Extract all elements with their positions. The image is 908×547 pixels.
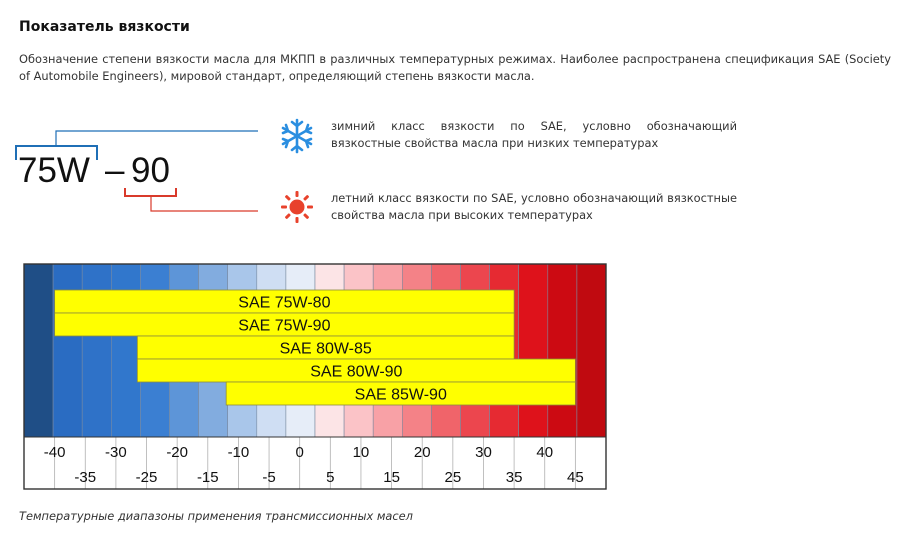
range-bar-label: SAE 75W-90 xyxy=(238,318,330,335)
lower-tick-label: 45 xyxy=(567,469,584,486)
figure-caption: Температурные диапазоны применения транс… xyxy=(19,509,413,523)
lower-tick-label: 5 xyxy=(326,469,334,486)
sun-icon xyxy=(280,190,314,228)
range-bar xyxy=(225,381,576,406)
upper-tick-label: -30 xyxy=(105,444,127,461)
upper-tick-label: 40 xyxy=(536,444,553,461)
temperature-band xyxy=(576,263,607,438)
range-bar-label: SAE 80W-85 xyxy=(280,341,372,358)
temperature-band xyxy=(518,263,549,438)
temperature-band xyxy=(23,263,54,438)
lower-tick-label: -5 xyxy=(262,469,275,486)
range-bar-label: SAE 85W-90 xyxy=(355,387,447,404)
summer-grade-text: 90 xyxy=(131,151,170,190)
summer-grade-description: летний класс вязкости по SAE, условно об… xyxy=(331,191,737,222)
upper-tick-label: 10 xyxy=(353,444,370,461)
lower-tick-label: -25 xyxy=(136,469,158,486)
lower-tick-label: 15 xyxy=(383,469,400,486)
scale-area xyxy=(24,437,606,489)
upper-tick-label: -40 xyxy=(44,444,66,461)
lower-tick-label: 35 xyxy=(506,469,523,486)
winter-connector-line xyxy=(55,130,258,146)
grade-dash: – xyxy=(105,151,125,190)
lower-tick-label: 25 xyxy=(444,469,461,486)
intro-paragraph: Обозначение степени вязкости масла для М… xyxy=(19,52,891,83)
page-title: Показатель вязкости xyxy=(19,19,190,35)
lower-tick-label: -35 xyxy=(74,469,96,486)
summer-connector-line xyxy=(150,196,258,212)
winter-grade-text: 75W xyxy=(18,151,90,190)
range-bar-label: SAE 80W-90 xyxy=(310,364,402,381)
upper-tick-label: -10 xyxy=(228,444,250,461)
upper-tick-label: -20 xyxy=(166,444,188,461)
upper-tick-label: 20 xyxy=(414,444,431,461)
winter-grade-description: зимний класс вязкости по SAE, условно об… xyxy=(331,119,737,150)
temperature-band xyxy=(547,263,578,438)
upper-tick-label: 30 xyxy=(475,444,492,461)
snowflake-icon xyxy=(279,118,315,158)
chart-border xyxy=(23,263,607,490)
range-bar-label: SAE 75W-80 xyxy=(238,295,330,312)
upper-tick-label: 0 xyxy=(296,444,304,461)
lower-tick-label: -15 xyxy=(197,469,219,486)
